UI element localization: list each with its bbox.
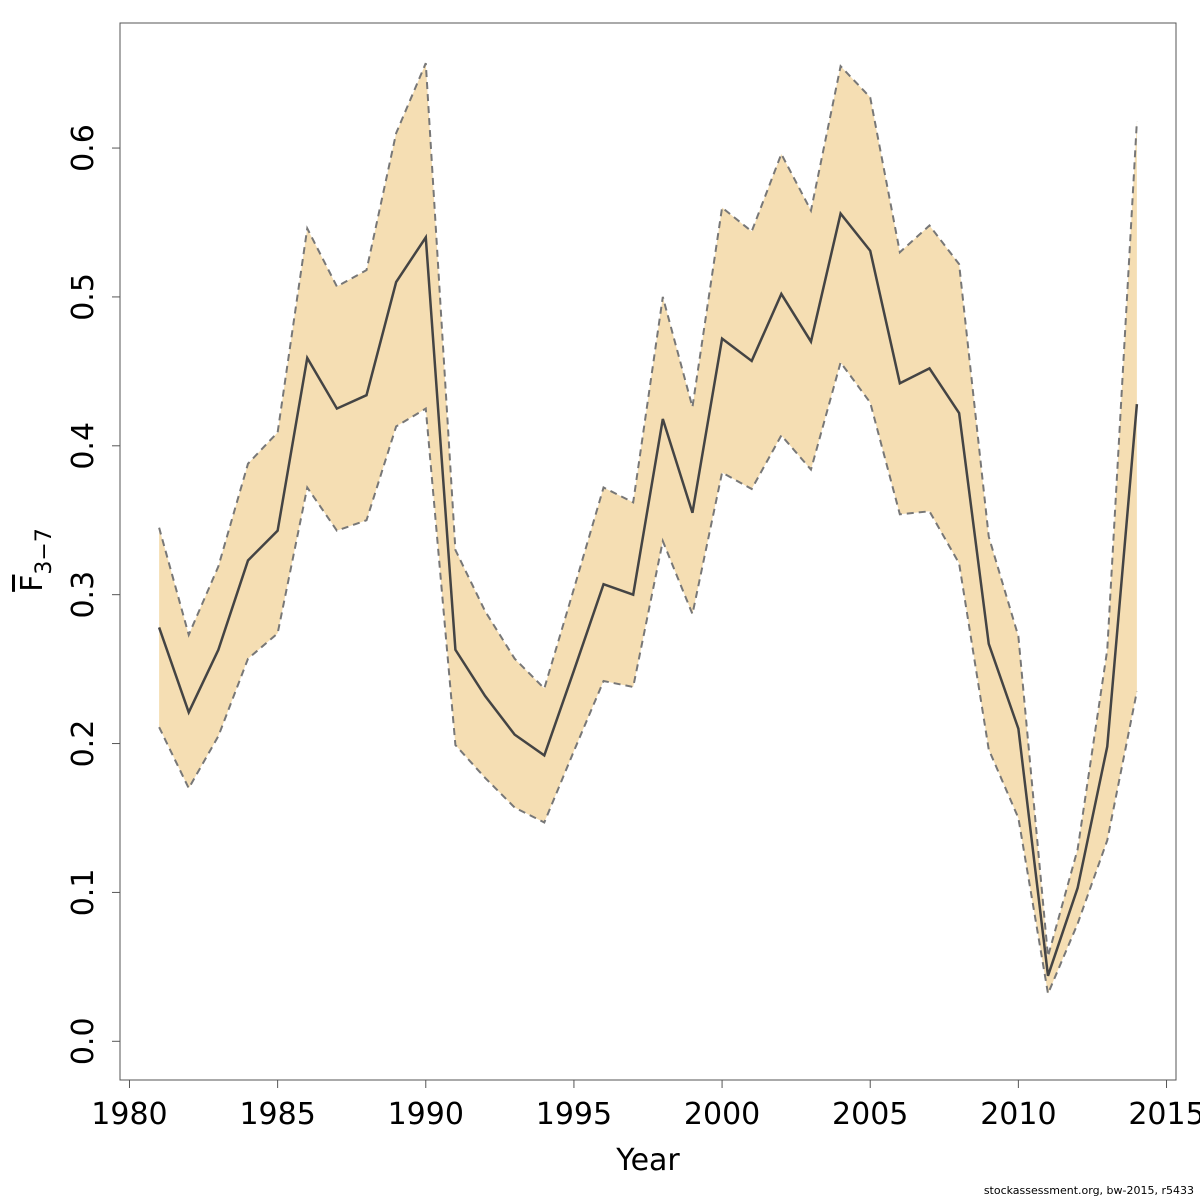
x-tick-label: 1995: [536, 1097, 612, 1132]
x-tick-label: 2005: [832, 1097, 908, 1132]
x-tick-label: 2000: [684, 1097, 760, 1132]
x-tick-label: 2015: [1128, 1097, 1200, 1132]
y-tick-label: 0.1: [66, 869, 101, 917]
x-tick-label: 1980: [91, 1097, 167, 1132]
estimate-line: [157, 210, 1139, 977]
y-axis-label: F3−7: [15, 528, 57, 592]
y-tick-label: 0.3: [66, 571, 101, 619]
x-tick-label: 1985: [239, 1097, 315, 1132]
y-tick-label: 0.0: [66, 1017, 101, 1065]
y-tick-label: 0.6: [66, 124, 101, 172]
x-tick-label: 1990: [388, 1097, 464, 1132]
y-label-main: F: [15, 575, 50, 592]
y-tick-label: 0.2: [66, 720, 101, 768]
confidence-band: [159, 63, 1137, 994]
band-lower-line: [158, 360, 1138, 998]
x-tick-label: 2010: [980, 1097, 1056, 1132]
y-tick-label: 0.5: [66, 273, 101, 321]
y-label-sub: 3−7: [32, 528, 57, 574]
y-tick-label: 0.4: [66, 422, 101, 470]
x-axis-label: Year: [615, 1143, 680, 1178]
footnote: stockassessment.org, bw-2015, r5433: [984, 1184, 1194, 1197]
